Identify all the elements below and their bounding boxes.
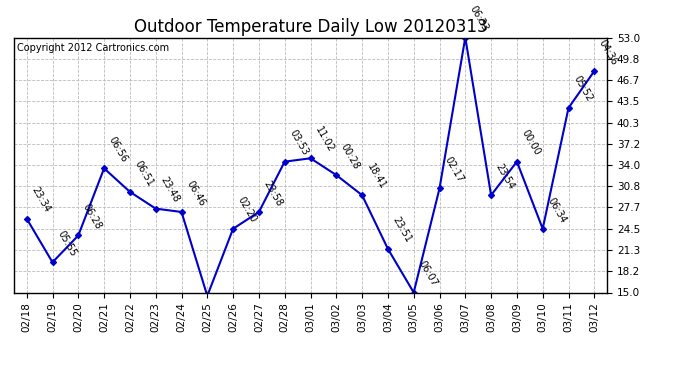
Text: 06:33: 06:33 [468,4,491,33]
Text: 11:02: 11:02 [313,125,336,154]
Text: 23:48: 23:48 [159,175,181,204]
Text: 23:54: 23:54 [494,162,517,191]
Text: 05:52: 05:52 [571,74,594,104]
Text: 06:56: 06:56 [107,135,130,164]
Text: Copyright 2012 Cartronics.com: Copyright 2012 Cartronics.com [17,43,169,52]
Text: 00:28: 00:28 [339,142,362,171]
Text: 23:34: 23:34 [30,185,52,214]
Text: 05:55: 05:55 [55,229,78,258]
Text: 02:17: 02:17 [442,155,465,184]
Text: 18:41: 18:41 [365,162,387,191]
Title: Outdoor Temperature Daily Low 20120313: Outdoor Temperature Daily Low 20120313 [134,18,487,36]
Text: 06:46: 06:46 [184,179,207,208]
Text: 23:54: 23:54 [0,374,1,375]
Text: 06:28: 06:28 [81,202,104,231]
Text: 06:34: 06:34 [546,195,568,225]
Text: 00:00: 00:00 [520,129,542,158]
Text: 23:58: 23:58 [262,178,284,208]
Text: 06:51: 06:51 [132,159,155,188]
Text: 23:51: 23:51 [391,216,413,245]
Text: 04:36: 04:36 [597,38,620,67]
Text: 02:20: 02:20 [236,195,259,225]
Text: 03:53: 03:53 [288,128,310,158]
Text: 06:07: 06:07 [417,259,439,288]
